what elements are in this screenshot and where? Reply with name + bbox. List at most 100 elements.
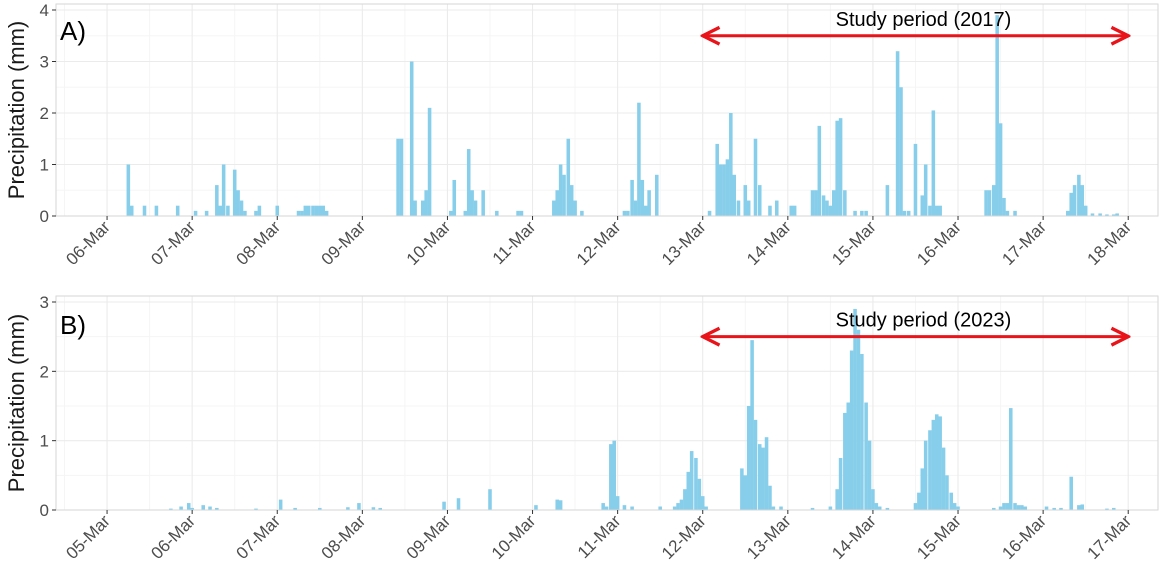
precip-bar <box>519 210 524 216</box>
precip-bar <box>449 210 453 216</box>
precip-bar <box>142 205 147 216</box>
precip-bar <box>923 440 928 510</box>
y-tick-label: 4 <box>40 1 49 20</box>
precip-bar <box>193 210 198 216</box>
x-tick-label: 10-Mar <box>403 217 455 269</box>
precip-bar <box>676 503 680 510</box>
x-tick-label: 12-Mar <box>658 511 710 563</box>
precip-bar <box>952 503 957 510</box>
study-period-label: Study period (2023) <box>836 310 1012 332</box>
precip-bar <box>810 190 815 216</box>
precip-bar <box>622 505 627 510</box>
precip-bar <box>991 185 996 216</box>
precip-bar <box>215 185 219 216</box>
precip-bar <box>945 475 949 510</box>
precip-bar <box>318 507 322 510</box>
precip-bar <box>427 107 432 216</box>
precip-bar <box>622 210 627 216</box>
precip-bar <box>1009 408 1013 510</box>
precip-bar <box>495 210 499 216</box>
precip-bar <box>715 143 719 216</box>
precip-bar <box>555 190 559 216</box>
precip-bar <box>221 164 226 216</box>
precip-bar <box>655 174 659 216</box>
precip-bar <box>849 350 854 510</box>
precip-bar <box>201 505 205 510</box>
precip-bar <box>208 506 212 510</box>
precip-bar <box>555 499 559 510</box>
x-tick-label: 11-Mar <box>574 511 625 562</box>
precip-bar <box>215 507 219 510</box>
precip-bar <box>987 190 992 216</box>
precip-bar <box>856 329 861 510</box>
precip-bar <box>743 475 748 510</box>
precip-bar <box>1059 507 1063 510</box>
precip-bar <box>378 507 382 510</box>
panel-border <box>55 3 1159 217</box>
precip-bar <box>190 507 194 510</box>
precip-bar <box>1105 508 1109 510</box>
precip-bar <box>913 503 918 510</box>
precip-bar <box>835 120 839 216</box>
precip-bar <box>732 174 736 216</box>
precip-bar <box>318 205 322 216</box>
x-tick-label: 15-Mar <box>828 217 880 269</box>
precip-bar <box>864 402 868 510</box>
x-tick-label: 15-Mar <box>913 511 965 563</box>
precip-bar <box>473 200 478 216</box>
precip-bar <box>1072 185 1077 216</box>
x-tick-label: 09-Mar <box>318 217 370 269</box>
precip-bar <box>257 205 262 216</box>
precip-bar <box>931 110 936 216</box>
precip-bar <box>488 489 492 510</box>
precip-bar <box>293 507 297 510</box>
precip-bar <box>899 87 903 216</box>
precip-bar <box>1044 506 1049 510</box>
precip-bar <box>771 506 776 510</box>
precip-bar <box>1052 507 1056 510</box>
precip-bar <box>768 485 772 510</box>
precip-bar <box>838 118 843 216</box>
precip-bar <box>466 149 471 216</box>
precip-bar <box>757 444 762 510</box>
panel-b: 0 1 2 3 05-Mar 06-Mar 07-Mar 08-Mar 09-Mar 10-Mar… <box>4 293 1159 563</box>
precip-bar <box>254 210 258 216</box>
precip-bar <box>928 430 932 510</box>
precip-bar <box>552 200 556 216</box>
precip-bar <box>1115 213 1119 216</box>
precip-bar <box>746 200 751 216</box>
precip-bar <box>991 507 996 510</box>
precip-bar <box>853 210 857 216</box>
precip-bar <box>1080 185 1085 216</box>
precip-bar <box>885 185 890 216</box>
precip-bar <box>746 406 751 510</box>
precip-bar <box>321 205 325 216</box>
precip-bar <box>1002 197 1006 216</box>
precip-bar <box>941 447 946 510</box>
precip-bar <box>399 138 404 216</box>
y-axis-title: Precipitation (mm) <box>4 314 29 492</box>
precip-bar <box>743 185 748 216</box>
precip-bar <box>1080 504 1085 510</box>
precip-bar <box>604 506 609 510</box>
precip-bar <box>700 496 705 510</box>
precip-bar <box>874 503 879 510</box>
precip-bar <box>722 164 726 216</box>
precip-bar <box>129 205 134 216</box>
precip-bar <box>1016 505 1021 510</box>
precip-bar <box>1111 214 1116 216</box>
precip-bar <box>1069 192 1073 216</box>
precip-bar <box>1077 505 1081 510</box>
precip-bar <box>860 210 864 216</box>
precip-bar <box>902 210 907 216</box>
precip-bar <box>420 200 425 216</box>
precip-bar <box>314 205 319 216</box>
precip-bar <box>729 113 733 216</box>
x-tick-label: 17-Mar <box>998 217 1050 269</box>
precip-bar <box>828 506 833 510</box>
precip-bar <box>753 138 758 216</box>
precip-bar <box>612 440 617 510</box>
y-tick-label: 0 <box>40 207 49 226</box>
precip-bar <box>817 125 822 217</box>
